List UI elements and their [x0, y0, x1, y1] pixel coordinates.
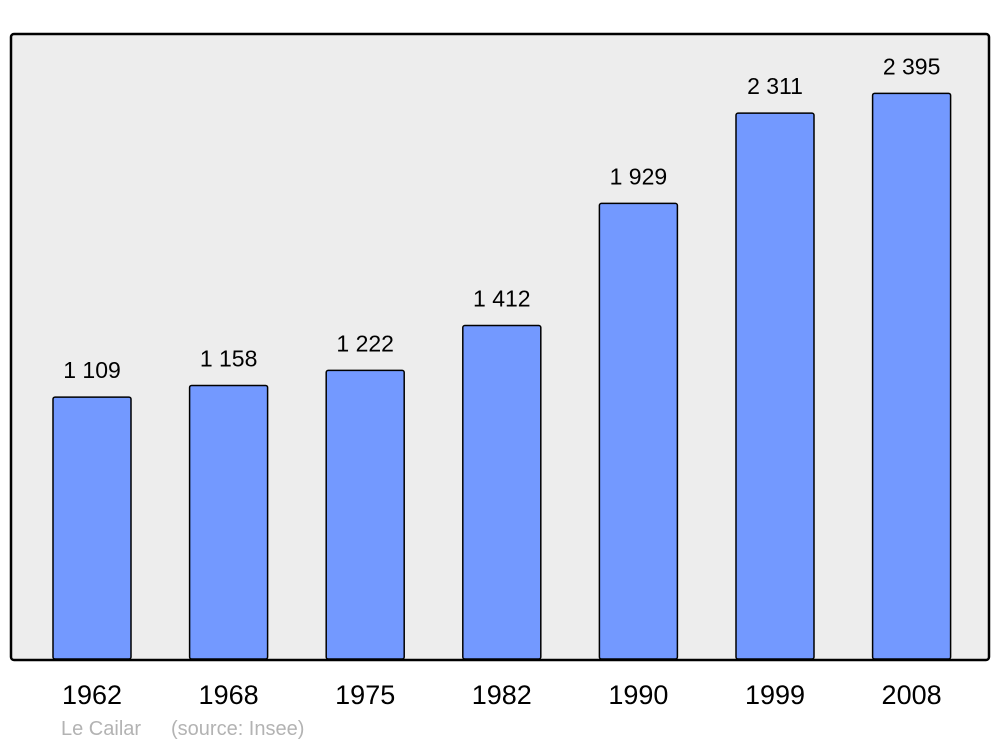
place-label: Le Cailar — [61, 718, 142, 740]
bar-1962 — [52, 396, 132, 660]
bar-2008 — [871, 92, 952, 660]
data-label: 2 395 — [883, 53, 941, 79]
source-label: (source: Insee) — [171, 718, 305, 740]
x-tick-label: 1982 — [472, 680, 532, 710]
x-tick-label: 1968 — [199, 680, 259, 710]
data-label: 1 929 — [610, 163, 668, 189]
x-tick-label: 1962 — [62, 680, 122, 710]
bar-1968 — [188, 384, 269, 660]
data-label: 1 222 — [336, 330, 394, 356]
x-tick-label: 1975 — [335, 680, 395, 710]
bar-1990 — [598, 202, 679, 660]
bar-1975 — [325, 369, 405, 660]
x-tick-label: 1990 — [608, 680, 668, 710]
x-tick-label: 1999 — [745, 680, 805, 710]
data-label: 2 311 — [747, 73, 803, 99]
bar-1982 — [462, 324, 542, 660]
data-label: 1 158 — [200, 345, 258, 371]
data-label: 1 412 — [473, 286, 531, 312]
data-label: 1 109 — [63, 357, 121, 383]
bar-1999 — [735, 112, 815, 660]
x-tick-label: 2008 — [882, 680, 942, 710]
